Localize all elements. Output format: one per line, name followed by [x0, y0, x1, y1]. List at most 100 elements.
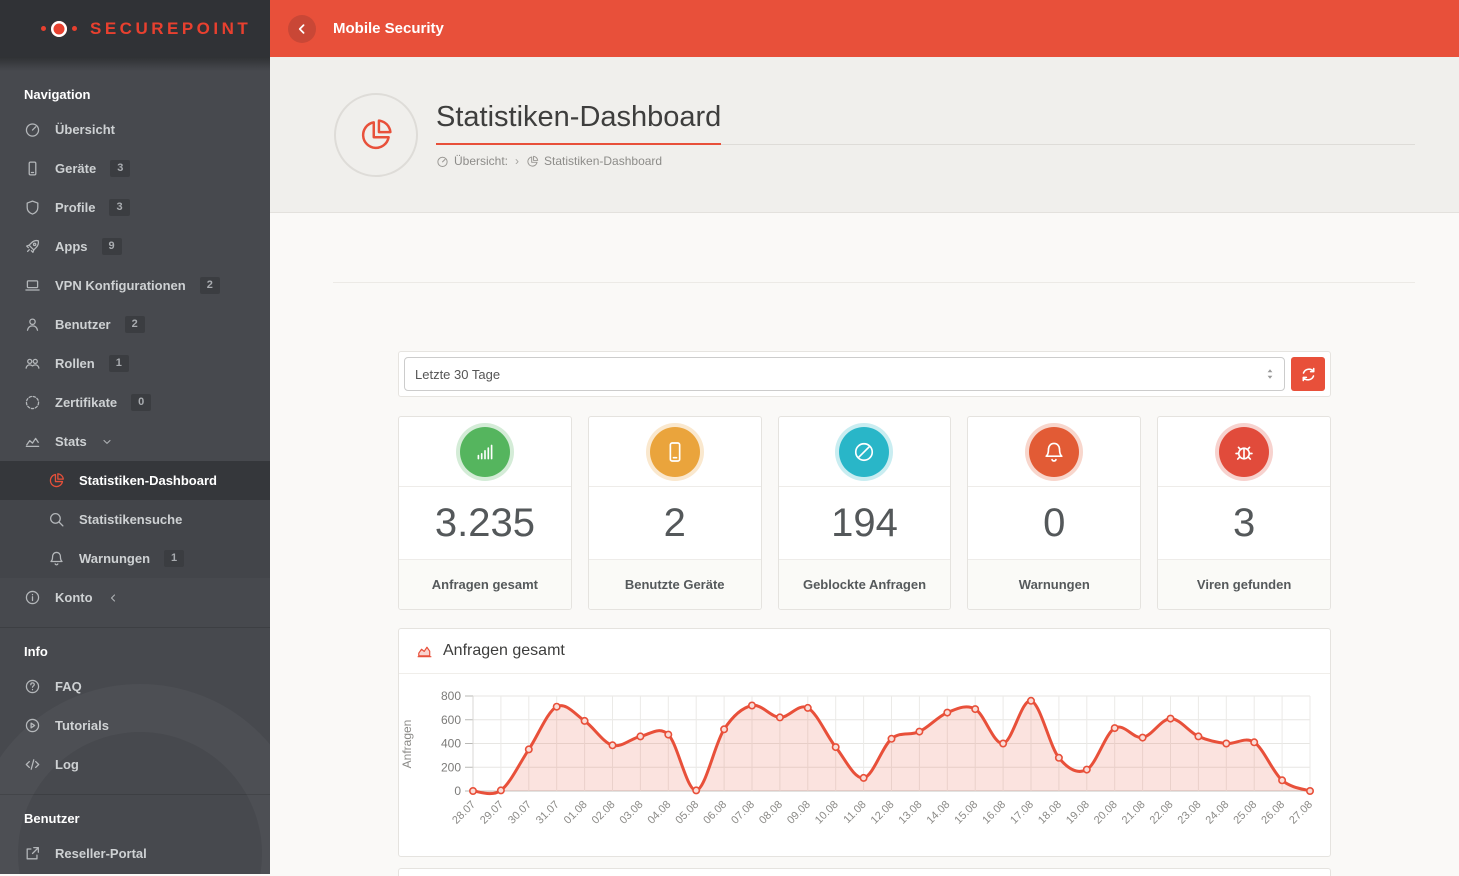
- sidebar-item-reseller-portal[interactable]: Reseller-Portal: [0, 834, 270, 873]
- svg-text:29.07: 29.07: [478, 799, 506, 827]
- sidebar-item-bersicht[interactable]: Übersicht: [0, 110, 270, 149]
- svg-text:09.08: 09.08: [785, 799, 813, 827]
- date-range-value: Letzte 30 Tage: [415, 366, 501, 382]
- svg-text:23.08: 23.08: [1176, 799, 1204, 827]
- count-badge: 0: [131, 394, 152, 411]
- certificate-icon: [24, 394, 41, 411]
- stat-card-value: 2: [588, 487, 761, 560]
- external-link-icon: [24, 845, 41, 862]
- stat-card-value: 3: [1158, 487, 1330, 560]
- svg-text:Anfragen: Anfragen: [400, 720, 414, 769]
- sidebar-item-label: Benutzer: [55, 317, 111, 332]
- sidebar-item-ger-te[interactable]: Geräte 3: [0, 149, 270, 188]
- stat-card-label: Anfragen gesamt: [399, 560, 571, 609]
- mobile-icon: [24, 160, 41, 177]
- pie-icon: [526, 155, 539, 168]
- refresh-button[interactable]: [1291, 357, 1325, 391]
- sidebar-item-label: Statistiken-Dashboard: [79, 473, 217, 488]
- stat-card-label: Viren gefunden: [1158, 560, 1330, 609]
- breadcrumb-label: Statistiken-Dashboard: [544, 154, 663, 168]
- breadcrumb: Übersicht: › Statistiken-Dashboard: [436, 154, 1415, 168]
- stat-card-icon-area: [968, 417, 1141, 487]
- svg-text:05.08: 05.08: [673, 799, 701, 827]
- chevron-left-icon: [107, 592, 119, 604]
- sidebar: SECUREPOINT Navigation Übersicht Geräte 3 Pr…: [0, 0, 270, 874]
- sidebar-item-log[interactable]: Log: [0, 745, 270, 784]
- stat-card-label: Warnungen: [968, 560, 1141, 609]
- sidebar-item-stats[interactable]: Stats: [0, 422, 270, 461]
- svg-text:03.08: 03.08: [618, 799, 646, 827]
- svg-text:06.08: 06.08: [701, 799, 729, 827]
- sidebar-item-label: Profile: [55, 200, 96, 215]
- count-badge: 2: [199, 277, 220, 294]
- code-icon: [24, 756, 41, 773]
- sidebar-item-zertifikate[interactable]: Zertifikate 0: [0, 383, 270, 422]
- svg-text:600: 600: [441, 713, 461, 727]
- rocket-icon: [24, 238, 41, 255]
- svg-text:13.08: 13.08: [897, 799, 925, 827]
- back-button[interactable]: [288, 14, 316, 43]
- sidebar-item-benutzer[interactable]: Benutzer 2: [0, 305, 270, 344]
- stat-card-viren-gefunden: 3 Viren gefunden: [1157, 416, 1331, 610]
- svg-text:27.08: 27.08: [1287, 799, 1315, 827]
- gauge-icon: [436, 155, 449, 168]
- area-chart-icon: [416, 643, 433, 660]
- chevron-down-icon: [101, 436, 113, 448]
- svg-text:10.08: 10.08: [813, 799, 841, 827]
- svg-text:0: 0: [454, 784, 461, 798]
- stat-card-benutzte-ger-te: 2 Benutzte Geräte: [587, 416, 762, 610]
- breadcrumb-separator: ›: [515, 154, 520, 168]
- sidebar-divider: [0, 627, 270, 628]
- sidebar-item-vpn-konfigurationen[interactable]: VPN Konfigurationen 2: [0, 266, 270, 305]
- logo-fade: [0, 57, 270, 71]
- logo-text: SECUREPOINT: [90, 18, 252, 38]
- sidebar-item-tutorials[interactable]: Tutorials: [0, 706, 270, 745]
- sidebar-item-statistikensuche[interactable]: Statistikensuche: [0, 500, 270, 539]
- logo-dot-icon: [72, 26, 77, 31]
- page-icon-circle: [334, 92, 418, 177]
- chart-panel: Anfragen gesamt 0 200 400 600 800 28.07 29.07 3…: [398, 628, 1331, 857]
- sidebar-item-label: Konto: [55, 590, 93, 605]
- svg-text:20.08: 20.08: [1092, 799, 1120, 827]
- gauge-icon: [24, 121, 41, 138]
- sidebar-item-rollen[interactable]: Rollen 1: [0, 344, 270, 383]
- stat-cards: 3.235 Anfragen gesamt 2 Benutzte Geräte 194 G…: [398, 416, 1331, 610]
- sidebar-submenu: Statistiken-Dashboard Statistikensuche War…: [0, 461, 270, 578]
- svg-text:800: 800: [441, 689, 461, 703]
- refresh-icon: [1300, 366, 1317, 383]
- laptop-icon: [24, 277, 41, 294]
- sidebar-item-warnungen[interactable]: Warnungen 1: [0, 539, 270, 578]
- sidebar-item-label: Apps: [55, 239, 88, 254]
- app-logo[interactable]: SECUREPOINT: [0, 0, 270, 57]
- logo-dot-icon: [41, 26, 46, 31]
- shield-icon: [24, 199, 41, 216]
- sidebar-item-apps[interactable]: Apps 9: [0, 227, 270, 266]
- breadcrumb-item-bersicht[interactable]: Übersicht:: [436, 154, 508, 168]
- sidebar-item-statistiken-dashboard[interactable]: Statistiken-Dashboard: [0, 461, 270, 500]
- sidebar-item-label: Reseller-Portal: [55, 846, 147, 861]
- content-divider: [333, 282, 1415, 283]
- sidebar-item-label: Geräte: [55, 161, 97, 176]
- date-range-select[interactable]: Letzte 30 Tage: [404, 357, 1285, 391]
- stat-card-label: Geblockte Anfragen: [778, 560, 951, 609]
- sidebar-item-label: Statistikensuche: [79, 512, 183, 527]
- svg-text:15.08: 15.08: [952, 799, 980, 827]
- sidebar-section-header-info: Info: [24, 644, 48, 659]
- stat-card-label: Benutzte Geräte: [588, 560, 761, 609]
- sidebar-item-label: Übersicht: [55, 122, 115, 137]
- next-panel-top-edge: [398, 868, 1331, 876]
- page-title: Statistiken-Dashboard: [436, 101, 722, 145]
- sidebar-item-faq[interactable]: FAQ: [0, 667, 270, 706]
- sidebar-section-header-benutzer: Benutzer: [24, 811, 80, 826]
- sidebar-item-profile[interactable]: Profile 3: [0, 188, 270, 227]
- topbar-title: Mobile Security: [333, 20, 444, 37]
- page-header: Statistiken-Dashboard Übersicht: › Statist…: [270, 57, 1459, 213]
- play-icon: [24, 717, 41, 734]
- stats-icon: [24, 433, 41, 450]
- sidebar-item-konto[interactable]: Konto: [0, 578, 270, 617]
- svg-text:400: 400: [441, 737, 461, 751]
- stat-card-value: 0: [968, 487, 1141, 560]
- breadcrumb-item-statistiken-dashboard[interactable]: Statistiken-Dashboard: [526, 154, 662, 168]
- svg-text:17.08: 17.08: [1008, 799, 1036, 827]
- block-icon: [839, 426, 890, 477]
